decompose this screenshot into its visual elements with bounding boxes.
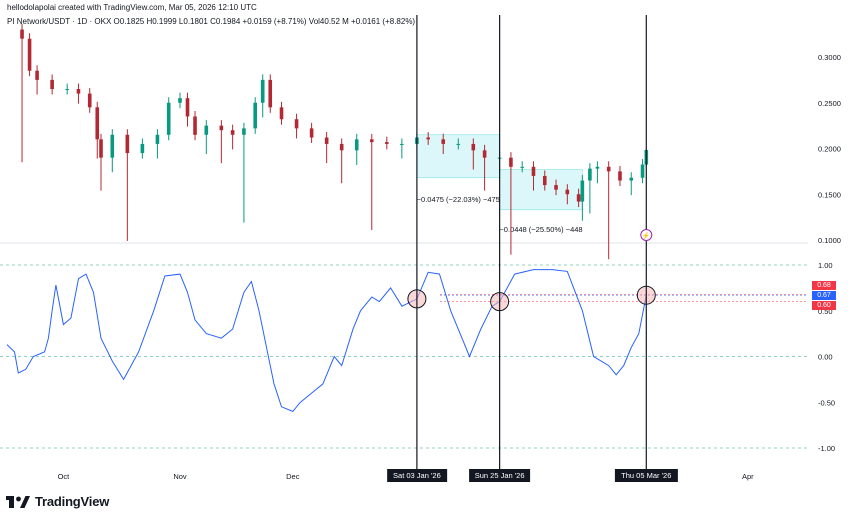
candle-body[interactable]	[178, 98, 182, 103]
lightning-glyph: ⚡	[642, 231, 651, 240]
candle-body[interactable]	[385, 142, 389, 144]
candle-body[interactable]	[219, 125, 224, 131]
candle-body[interactable]	[76, 89, 81, 94]
candle-body[interactable]	[576, 194, 581, 202]
value-badge: 0.60	[812, 301, 836, 310]
oscillator-tick-label: 0.00	[818, 353, 833, 362]
candle-body[interactable]	[35, 70, 39, 80]
candle-body[interactable]	[588, 168, 592, 181]
price-tick-label: 0.3000	[818, 53, 841, 62]
candle-body[interactable]	[640, 164, 645, 178]
candle-body[interactable]	[354, 139, 359, 151]
tradingview-logo-icon	[6, 495, 30, 508]
tradingview-wordmark: TradingView	[35, 494, 110, 509]
candle-body[interactable]	[309, 128, 314, 138]
oscillator-tick-label: -0.50	[818, 398, 835, 407]
x-axis-month-label: Nov	[173, 472, 187, 481]
oscillator-tick-label: -1.00	[818, 444, 835, 453]
candle-body[interactable]	[268, 79, 273, 108]
value-badge: 0.68	[812, 281, 836, 290]
candle-body[interactable]	[580, 180, 585, 202]
candle-body[interactable]	[242, 128, 246, 135]
candle-body[interactable]	[542, 175, 547, 186]
tradingview-logo[interactable]: TradingView	[6, 494, 109, 509]
x-axis-month-label: Dec	[286, 472, 300, 481]
symbol-ohlc-line: PI Network/USDT · 1D · OKX O0.1825 H0.19…	[7, 17, 416, 26]
candle-body[interactable]	[50, 79, 54, 90]
candle-body[interactable]	[65, 89, 69, 91]
candle-body[interactable]	[140, 143, 145, 154]
candle-body[interactable]	[155, 134, 160, 144]
candle-body[interactable]	[193, 116, 197, 135]
candle-body[interactable]	[629, 177, 634, 181]
candle-body[interactable]	[595, 166, 600, 169]
measure-box[interactable]	[499, 169, 583, 211]
date-flag: Sat 03 Jan '26	[387, 469, 447, 482]
x-axis-month-label: Apr	[742, 472, 754, 481]
measure-label: −0.0475 (−22.03%) −475	[417, 195, 500, 204]
measure-label: −0.0448 (−25.50%) −448	[499, 225, 582, 234]
candle-body[interactable]	[204, 125, 209, 135]
date-flag: Sun 25 Jan '26	[468, 469, 531, 482]
candle-body[interactable]	[294, 119, 299, 129]
candle-body[interactable]	[520, 166, 524, 168]
candle-body[interactable]	[441, 139, 446, 144]
candle-body[interactable]	[509, 157, 513, 167]
candle-body[interactable]	[20, 29, 24, 39]
candle-body[interactable]	[99, 139, 103, 158]
candle-body[interactable]	[279, 107, 284, 120]
candle-body[interactable]	[456, 143, 461, 145]
candle-body[interactable]	[166, 102, 171, 135]
candle-body[interactable]	[606, 166, 611, 172]
candle-body[interactable]	[27, 38, 32, 71]
candle-body[interactable]	[260, 79, 265, 103]
publisher-line: hellodolapolai created with TradingView.…	[7, 3, 257, 12]
candle-body[interactable]	[339, 143, 344, 151]
candle-body[interactable]	[369, 139, 374, 143]
price-tick-label: 0.1500	[818, 190, 841, 199]
value-badge: 0.67	[812, 291, 836, 300]
candle-body[interactable]	[253, 102, 257, 129]
price-tick-label: 0.2500	[818, 99, 841, 108]
price-tick-label: 0.2000	[818, 145, 841, 154]
candle-body[interactable]	[618, 171, 622, 181]
oscillator-tick-label: 1.00	[818, 261, 833, 270]
candle-body[interactable]	[471, 143, 476, 151]
candle-body[interactable]	[482, 150, 487, 158]
price-tick-label: 0.1000	[818, 236, 841, 245]
candle-body[interactable]	[185, 98, 190, 117]
candle-body[interactable]	[531, 166, 536, 176]
candle-body[interactable]	[324, 137, 329, 144]
candle-body[interactable]	[565, 189, 570, 195]
candle-body[interactable]	[95, 107, 100, 140]
candle-body[interactable]	[87, 93, 92, 108]
lightning-icon[interactable]	[640, 229, 653, 241]
candle-body[interactable]	[110, 134, 115, 158]
candle-body[interactable]	[400, 143, 404, 145]
candle-body[interactable]	[554, 185, 558, 190]
oscillator-line[interactable]	[6, 269, 647, 413]
date-flag: Thu 05 Mar '26	[615, 469, 678, 482]
candle-body[interactable]	[125, 134, 130, 154]
candle-body[interactable]	[426, 137, 430, 140]
candle-body[interactable]	[230, 130, 235, 135]
x-axis-month-label: Oct	[58, 472, 71, 481]
oscillator-tick-label: 0.50	[818, 307, 833, 316]
